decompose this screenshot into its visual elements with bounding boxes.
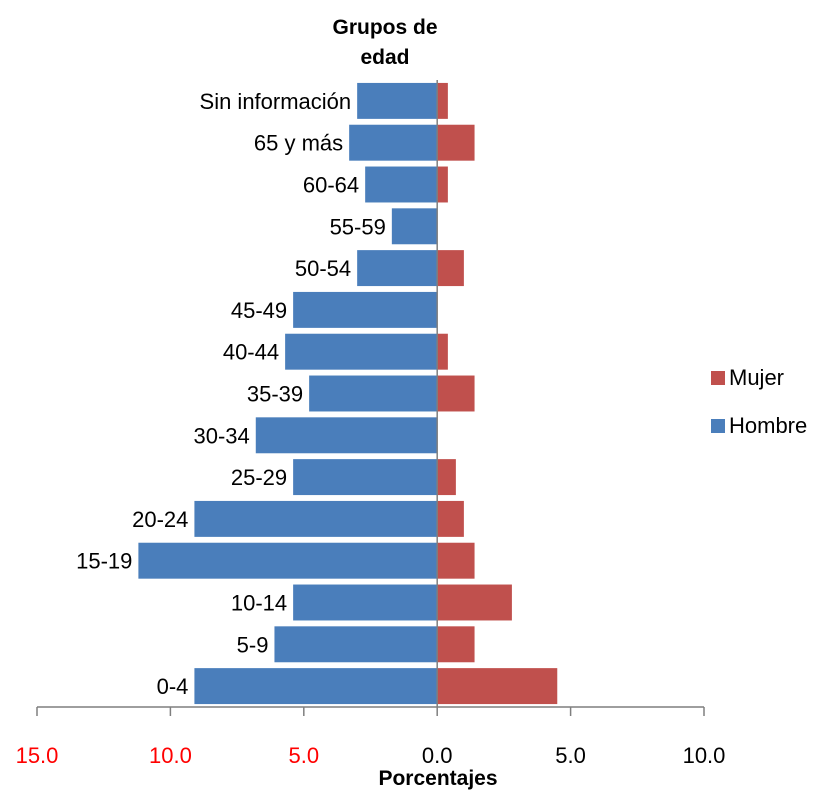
bar-mujer-9 bbox=[437, 459, 456, 496]
category-label-10: 20-24 bbox=[132, 507, 188, 532]
tick-label-5: 10.0 bbox=[683, 743, 726, 768]
chart-title-line-1: Grupos de bbox=[332, 16, 437, 39]
category-labels: Sin información 65 y más 60-64 55-59 50-54 45… bbox=[76, 89, 386, 699]
bars-group bbox=[138, 82, 558, 705]
bar-hombre-6 bbox=[285, 333, 438, 370]
tick-label-3: 0.0 bbox=[422, 743, 453, 768]
bar-mujer-13 bbox=[437, 626, 475, 663]
category-label-14: 0-4 bbox=[157, 674, 189, 699]
legend-label-mujer: Mujer bbox=[729, 365, 784, 390]
bar-mujer-4 bbox=[437, 250, 464, 287]
bar-hombre-12 bbox=[293, 584, 438, 621]
bar-mujer-2 bbox=[437, 166, 448, 203]
bar-hombre-13 bbox=[274, 626, 438, 663]
category-label-2: 60-64 bbox=[303, 173, 359, 198]
category-label-0: Sin información bbox=[200, 89, 352, 114]
chart-title-line-2: edad bbox=[360, 46, 409, 69]
bar-hombre-3 bbox=[391, 208, 438, 245]
category-label-12: 10-14 bbox=[231, 591, 287, 616]
category-label-4: 50-54 bbox=[295, 256, 351, 281]
bar-hombre-1 bbox=[349, 124, 438, 161]
legend-swatch-hombre bbox=[711, 419, 725, 433]
x-axis-ticks: 15.0 10.0 5.0 0.0 5.0 10.0 bbox=[16, 707, 726, 768]
legend-label-hombre: Hombre bbox=[729, 413, 807, 438]
x-axis-title: Porcentajes bbox=[378, 767, 497, 790]
category-label-7: 35-39 bbox=[247, 382, 303, 407]
bar-mujer-0 bbox=[437, 82, 448, 119]
tick-label-2: 5.0 bbox=[289, 743, 320, 768]
bar-hombre-0 bbox=[357, 82, 438, 119]
bar-hombre-2 bbox=[365, 166, 438, 203]
category-label-9: 25-29 bbox=[231, 465, 287, 490]
bar-hombre-10 bbox=[194, 500, 438, 537]
category-label-1: 65 y más bbox=[254, 131, 343, 156]
tick-label-4: 5.0 bbox=[555, 743, 586, 768]
tick-label-1: 10.0 bbox=[149, 743, 192, 768]
bar-mujer-1 bbox=[437, 124, 475, 161]
category-label-8: 30-34 bbox=[193, 423, 249, 448]
category-label-11: 15-19 bbox=[76, 549, 132, 574]
legend: Mujer Hombre bbox=[711, 365, 807, 438]
category-label-13: 5-9 bbox=[237, 632, 269, 657]
bar-mujer-11 bbox=[437, 542, 475, 579]
bar-hombre-8 bbox=[255, 417, 438, 454]
bar-hombre-9 bbox=[293, 459, 438, 496]
bar-hombre-5 bbox=[293, 291, 438, 328]
bar-mujer-7 bbox=[437, 375, 475, 412]
category-label-3: 55-59 bbox=[330, 214, 386, 239]
category-label-6: 40-44 bbox=[223, 340, 279, 365]
bar-hombre-14 bbox=[194, 668, 438, 705]
legend-swatch-mujer bbox=[711, 371, 725, 385]
bar-mujer-12 bbox=[437, 584, 512, 621]
bar-hombre-4 bbox=[357, 250, 438, 287]
category-label-5: 45-49 bbox=[231, 298, 287, 323]
bar-mujer-10 bbox=[437, 500, 464, 537]
bar-mujer-6 bbox=[437, 333, 448, 370]
bar-hombre-11 bbox=[138, 542, 438, 579]
tick-label-0: 15.0 bbox=[16, 743, 59, 768]
bar-mujer-14 bbox=[437, 668, 558, 705]
bar-hombre-7 bbox=[309, 375, 438, 412]
